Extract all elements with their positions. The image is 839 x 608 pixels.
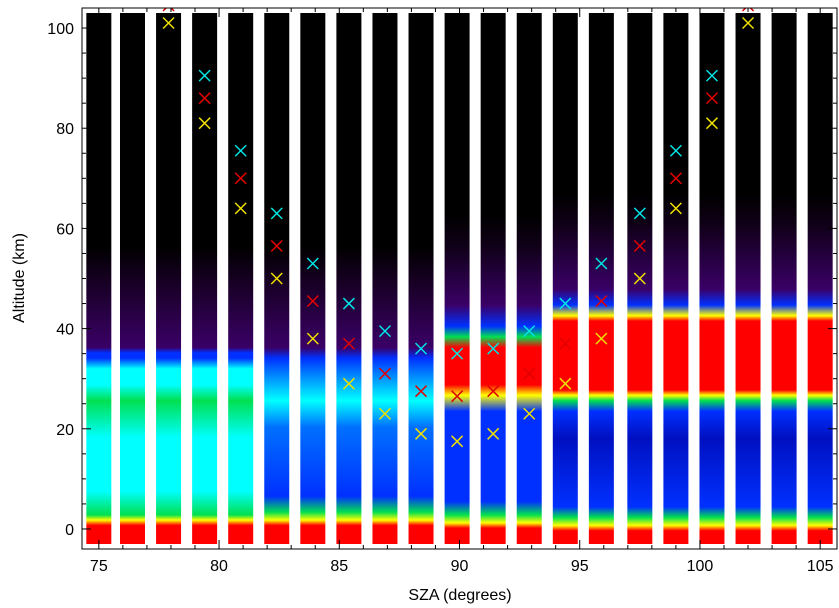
- yellow-x-marker: [306, 332, 319, 345]
- x-tick-label: 85: [330, 558, 348, 575]
- cyan-x-marker: [414, 342, 428, 355]
- yellow-x-marker: [162, 16, 175, 30]
- cyan-x-marker: [705, 69, 718, 82]
- yellow-x-marker: [198, 117, 211, 130]
- red-x-marker: [378, 367, 391, 380]
- red-x-marker: [198, 92, 211, 105]
- x-tick-label: 75: [90, 558, 108, 575]
- profile-column: [516, 13, 542, 544]
- cyan-x-marker: [523, 325, 536, 338]
- cyan-x-marker: [559, 297, 572, 310]
- red-x-marker: [414, 385, 428, 398]
- yellow-x-marker: [705, 117, 718, 130]
- profile-column: [300, 13, 326, 544]
- red-x-marker: [742, 8, 755, 12]
- profile-column: [372, 13, 398, 544]
- y-tick-label: 20: [56, 422, 74, 439]
- profile-column: [156, 13, 182, 544]
- profile-column: [552, 13, 578, 544]
- red-x-marker: [234, 172, 247, 185]
- y-tick-label: 0: [65, 522, 74, 539]
- cyan-x-marker: [198, 69, 211, 82]
- red-x-marker: [705, 92, 718, 105]
- profile-column: [228, 13, 254, 544]
- red-x-marker: [342, 337, 355, 350]
- yellow-x-marker: [378, 407, 391, 420]
- profile-column: [588, 13, 614, 544]
- y-axis-label: Altitude (km): [11, 233, 28, 323]
- red-x-marker: [559, 337, 572, 350]
- red-x-marker: [306, 295, 319, 308]
- profile-column: [807, 13, 833, 544]
- yellow-x-marker: [414, 427, 428, 440]
- cyan-x-marker: [342, 297, 355, 310]
- red-x-marker: [451, 390, 464, 403]
- red-x-marker: [669, 172, 682, 185]
- yellow-x-marker: [451, 435, 464, 448]
- profile-column: [408, 13, 434, 544]
- red-x-marker: [595, 295, 608, 308]
- y-tick-label: 40: [56, 322, 74, 339]
- yellow-x-marker: [595, 332, 608, 345]
- red-x-marker: [633, 239, 646, 252]
- x-tick-label: 105: [807, 558, 834, 575]
- x-axis-label: SZA (degrees): [408, 587, 511, 604]
- red-x-marker: [523, 367, 536, 380]
- profile-column: [119, 13, 145, 544]
- y-tick-label: 80: [56, 121, 74, 138]
- x-tick-label: 80: [210, 558, 228, 575]
- profile-column: [86, 13, 112, 544]
- x-tick-label: 95: [571, 558, 589, 575]
- profile-column: [663, 13, 689, 544]
- profile-column: [771, 13, 797, 544]
- cyan-x-marker: [669, 144, 682, 157]
- yellow-x-marker: [523, 407, 536, 420]
- red-x-marker: [487, 385, 500, 398]
- red-x-marker: [270, 239, 283, 252]
- x-tick-label: 90: [451, 558, 469, 575]
- cyan-x-marker: [234, 144, 247, 157]
- profile-column: [699, 13, 725, 544]
- x-tick-label: 100: [687, 558, 714, 575]
- profile-column: [444, 13, 470, 544]
- profile-column: [336, 13, 362, 544]
- cyan-x-marker: [633, 207, 646, 220]
- yellow-x-marker: [270, 272, 283, 285]
- yellow-x-marker: [669, 202, 682, 215]
- cyan-x-marker: [378, 325, 391, 338]
- yellow-x-marker: [234, 202, 247, 215]
- red-x-marker: [162, 8, 175, 12]
- profile-column: [192, 13, 218, 544]
- yellow-x-marker: [633, 272, 646, 285]
- cyan-x-marker: [306, 257, 319, 270]
- profile-column: [735, 13, 761, 544]
- cyan-x-marker: [487, 342, 500, 355]
- cyan-x-marker: [451, 347, 464, 360]
- cyan-x-marker: [270, 207, 283, 220]
- yellow-x-marker: [487, 427, 500, 440]
- cyan-x-marker: [595, 257, 608, 270]
- yellow-x-marker: [559, 377, 572, 390]
- profile-column: [480, 13, 506, 544]
- y-tick-label: 60: [56, 221, 74, 238]
- yellow-x-marker: [742, 16, 755, 30]
- yellow-x-marker: [342, 377, 355, 390]
- y-tick-label: 100: [47, 21, 74, 38]
